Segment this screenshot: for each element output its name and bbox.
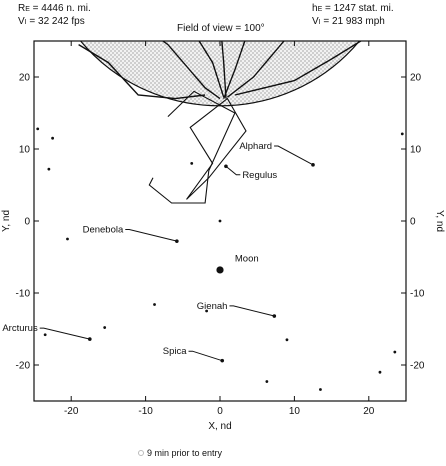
caption: 9 min prior to entry — [138, 448, 222, 458]
star-point — [153, 303, 156, 306]
header-right-line1: hE = 1247 stat. mi. — [312, 3, 394, 16]
star-point — [400, 132, 404, 136]
vi-value-mph: = 21 983 mph — [320, 16, 385, 27]
x-axis-label: X, nd — [208, 421, 231, 432]
terminator-arc-7 — [234, 41, 363, 96]
label-denebola: Denebola — [83, 225, 124, 236]
terminator-arc-5 — [223, 41, 246, 99]
field-of-view-paths-layer — [148, 90, 247, 204]
fov-path-inner — [186, 97, 247, 200]
y-tick-label-right: -20 — [410, 361, 425, 372]
header-left-line1: RE = 4446 n. mi. — [18, 3, 91, 16]
vi-value-fps: = 32 242 fps — [26, 16, 85, 27]
y-tick-label-left: -20 — [16, 361, 31, 372]
y-tick-label-left: -10 — [16, 289, 31, 300]
label-gienah: Gienah — [197, 301, 228, 312]
star-point — [205, 309, 209, 313]
star-point — [51, 136, 54, 140]
leader-spica — [188, 350, 223, 362]
vi-symbol-left: V — [18, 16, 25, 27]
star-moon — [216, 266, 224, 274]
field-of-view-label: Field of view = 100° — [177, 23, 265, 34]
vi-symbol-right: V — [312, 16, 319, 27]
star-point — [319, 388, 322, 391]
terminator-arc-1 — [78, 44, 206, 100]
label-spica: Spica — [163, 346, 187, 357]
label-arcturus: Arcturus — [2, 323, 38, 334]
he-subscript: E — [317, 6, 323, 13]
label-moon: Moon — [235, 253, 259, 264]
re-subscript: E — [25, 6, 30, 13]
re-value: = 4446 n. mi. — [29, 3, 91, 14]
y-tick-label-right: -10 — [410, 289, 425, 300]
header-right-line2: VI = 21 983 mph — [312, 16, 385, 29]
star-arcturus — [88, 337, 92, 341]
y-tick-label-right: 0 — [410, 217, 416, 228]
leader-arcturus — [39, 327, 90, 340]
he-value: = 1247 stat. mi. — [322, 3, 394, 14]
x-tick-label: -10 — [138, 406, 153, 417]
star-point — [66, 237, 69, 241]
star-point — [378, 370, 382, 374]
leader-gienah — [229, 305, 275, 317]
leader-regulus — [225, 165, 241, 176]
star-point — [43, 333, 47, 337]
terminator-arc-2 — [161, 41, 221, 100]
star-point — [190, 162, 194, 165]
labels-layer: Alphard Regulus Denebola Moon Gienah Arcturus… — [2, 141, 314, 362]
x-tick-label: 0 — [217, 406, 223, 417]
ticks-layer: -20 -10 0 10 20 -20 -20 -10 -10 0 0 10 10 20 20 X, nd Y,… — [1, 41, 445, 432]
y-tick-label-left: 10 — [19, 145, 31, 156]
earth-disk — [79, 41, 361, 107]
star-point — [265, 380, 269, 383]
terminator-arc-3 — [198, 41, 225, 98]
earth-disk-layer — [78, 41, 363, 107]
star-point — [218, 219, 222, 223]
star-point — [47, 167, 51, 171]
caption-mark — [138, 450, 144, 456]
x-tick-label: 10 — [289, 406, 301, 417]
caption-text: 9 min prior to entry — [147, 448, 223, 458]
leader-denebola — [125, 229, 177, 242]
he-symbol: h — [312, 3, 318, 14]
star-point — [285, 338, 289, 342]
y-axis-label-left: Y, nd — [1, 210, 12, 232]
x-tick-label: -20 — [64, 406, 79, 417]
star-point — [103, 326, 107, 329]
star-point — [36, 127, 40, 131]
star-point — [393, 350, 397, 354]
terminator-arc-6 — [226, 41, 285, 98]
y-tick-label-right: 20 — [410, 73, 422, 84]
label-alphard: Alphard — [239, 141, 272, 152]
vi-subscript-right: I — [318, 19, 321, 26]
y-tick-label-left: 20 — [19, 73, 31, 84]
terminator-arc-4 — [221, 41, 227, 99]
star-gienah — [272, 314, 277, 318]
label-regulus: Regulus — [242, 170, 277, 181]
x-tick-label: 20 — [363, 406, 375, 417]
y-axis-label-right: Y, nd — [434, 210, 445, 232]
y-tick-label-left: 0 — [24, 217, 30, 228]
leader-alphard — [274, 145, 314, 166]
header-left-line2: VI = 32 242 fps — [18, 16, 85, 29]
vi-subscript-left: I — [24, 19, 27, 26]
y-tick-label-right: 10 — [410, 145, 422, 156]
stars-layer — [36, 127, 404, 391]
fov-path-outer — [148, 90, 236, 204]
re-symbol: R — [18, 3, 26, 14]
